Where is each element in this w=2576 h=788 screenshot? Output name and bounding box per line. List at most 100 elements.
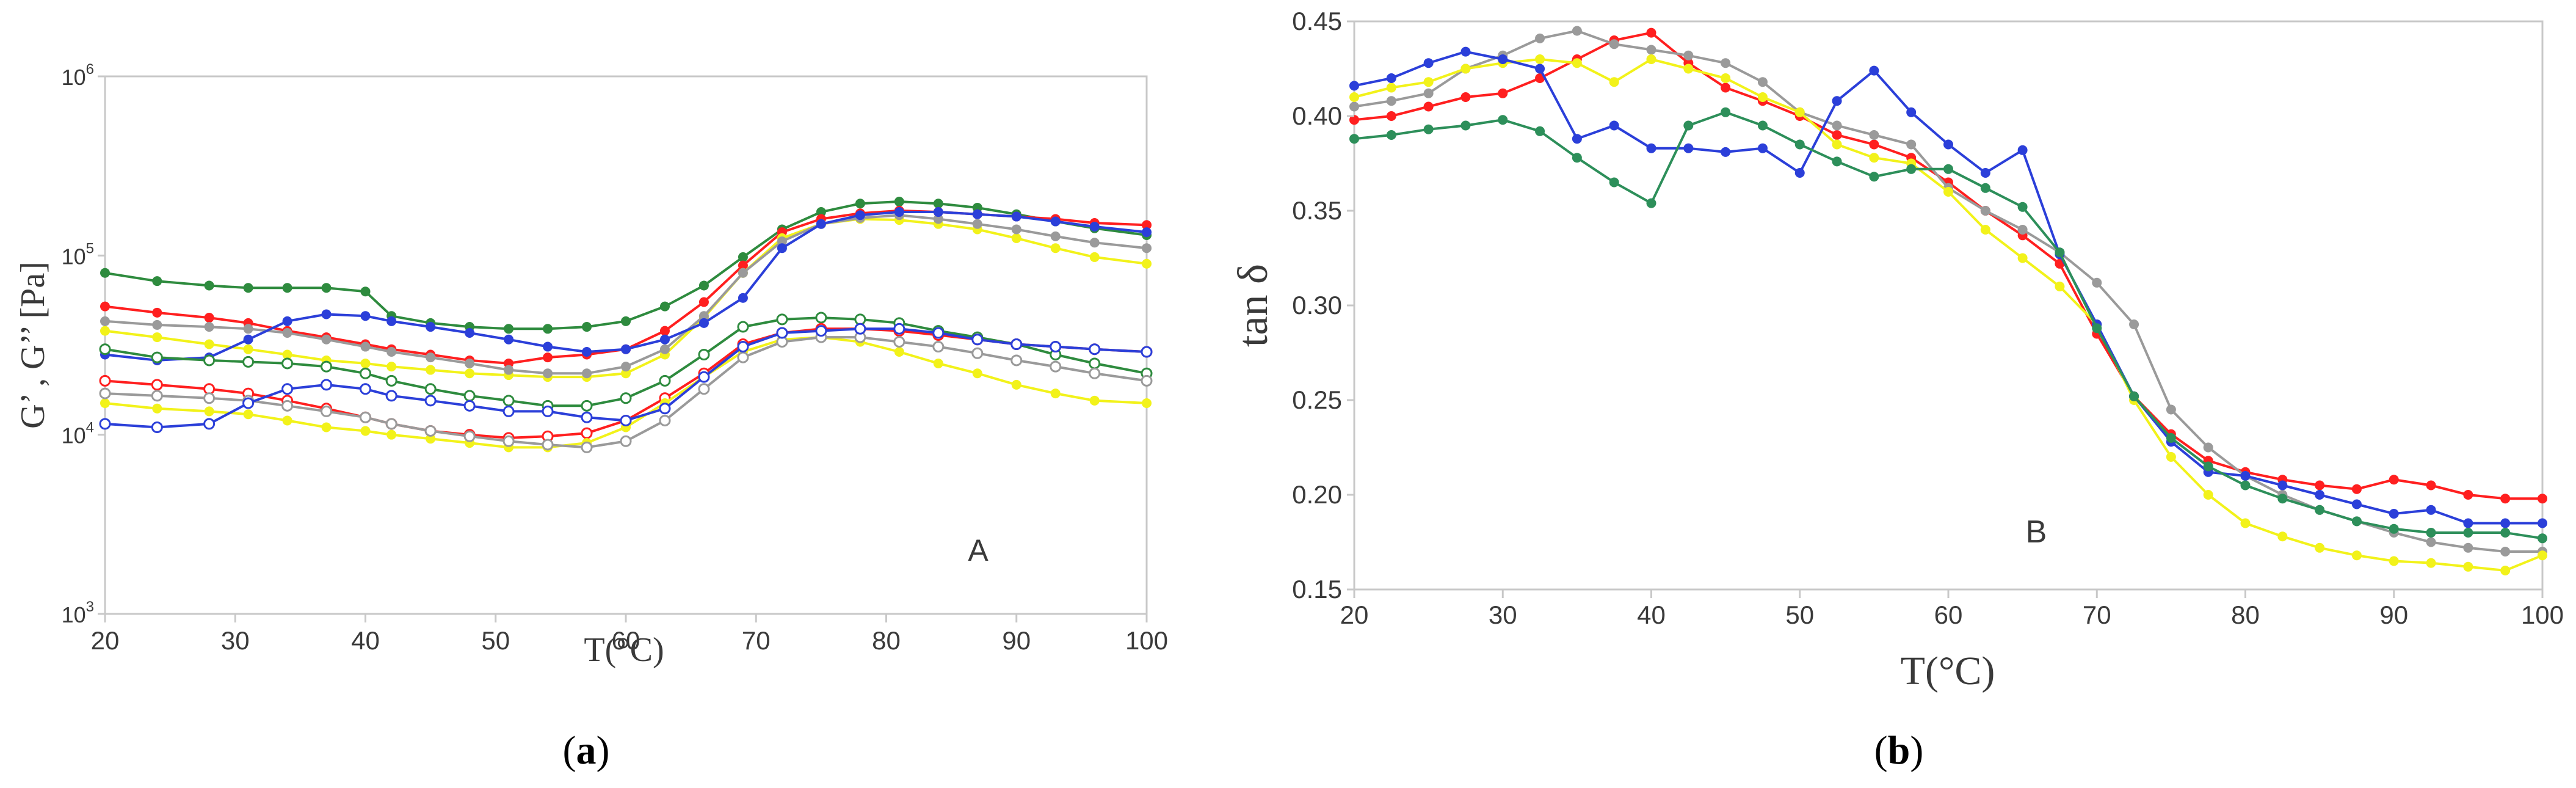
panel-a-data-point — [426, 352, 436, 363]
panel-b-data-point — [2500, 494, 2511, 504]
panel-a-data-point — [738, 260, 748, 271]
panel-a-data-point — [282, 415, 292, 426]
panel-b-data-point — [1646, 54, 1656, 64]
panel-a-data-point — [360, 367, 371, 379]
panel-b-data-point — [2166, 433, 2176, 443]
panel-a-data-point — [1011, 211, 1021, 222]
panel-a-data-point — [738, 268, 748, 278]
panel-a-data-point — [204, 280, 214, 291]
panel-b-data-point — [1386, 82, 1396, 93]
panel-a-data-point — [659, 344, 670, 354]
panel-b-plot-frame — [1353, 20, 2544, 591]
panel-b-x-tick-label: 60 — [1934, 600, 1963, 629]
panel-b-data-point — [1535, 33, 1545, 43]
panel-b-data-point — [1980, 168, 1990, 178]
panel-a-data-point — [698, 318, 709, 328]
panel-b-letter: B — [2026, 514, 2047, 550]
panel-b-series-line — [1354, 50, 2542, 525]
panel-a-data-point — [933, 199, 943, 209]
panel-a-data-point — [698, 297, 709, 307]
panel-a-data-point — [855, 199, 865, 209]
panel-b-data-point — [2389, 556, 2399, 566]
panel-b-data-point — [1646, 27, 1656, 38]
panel-b-y-ticks: 0.15 0.20 0.25 0.30 0.35 0.40 0.45 — [1292, 7, 1354, 604]
panel-b-data-point — [2500, 547, 2511, 556]
panel-b-data-point — [2463, 542, 2473, 553]
panel-a-data-point — [152, 319, 162, 330]
panel-a-data-point — [621, 316, 631, 326]
panel-b-data-point — [2538, 550, 2547, 561]
panel-b-data-point — [2240, 518, 2251, 528]
panel-a-data-point — [385, 418, 397, 430]
panel-b-y-tick-label: 0.30 — [1292, 291, 1342, 319]
panel-a-data-point — [1142, 258, 1152, 269]
panel-a-data-point — [1010, 338, 1023, 350]
panel-b-series-line — [1354, 111, 2543, 540]
panel-b-data-point — [2203, 490, 2213, 500]
panel-a-data-point — [933, 207, 943, 217]
panel-a-data-point — [659, 326, 670, 336]
panel-b-data-point — [1794, 168, 1805, 178]
panel-a-data-point — [1010, 354, 1023, 367]
panel-b-data-point — [2166, 404, 2176, 415]
panel-b-data-point — [1535, 64, 1545, 74]
panel-a-data-point — [581, 441, 593, 453]
panel-b-data-point — [2277, 531, 2288, 542]
panel-a-data-point — [698, 311, 709, 321]
panel-a-x-axis-title: T(°C) — [584, 631, 664, 669]
panel-a-data-point — [152, 332, 162, 343]
panel-b-data-point — [2203, 461, 2213, 472]
panel-b-data-point — [1721, 147, 1731, 157]
panel-a-data-point — [815, 325, 827, 337]
panel-a-data-point — [204, 313, 214, 323]
panel-b-data-point — [1869, 130, 1879, 140]
panel-b-data-point — [1906, 107, 1917, 117]
panel-b-data-point — [1757, 92, 1768, 102]
panel-b-data-point — [1460, 92, 1471, 102]
panel-b-series-line — [1354, 31, 2542, 500]
panel-a-data-point — [242, 397, 255, 409]
panel-a-data-point — [932, 341, 945, 353]
panel-a-data-point — [621, 344, 631, 354]
panel-a-data-point — [386, 347, 397, 357]
panel-a-data-point — [1142, 398, 1152, 409]
panel-a-y-axis-title: G’ , G’’ [Pa] — [14, 261, 52, 429]
panel-a-data-point — [854, 313, 866, 326]
panel-b-data-point — [1906, 164, 1917, 174]
panel-a-data-point — [99, 374, 111, 387]
panel-b-data-point — [1794, 107, 1805, 117]
panel-a-data-point — [659, 374, 671, 387]
panel-a-y-tick-label: 103 — [62, 599, 94, 627]
panel-a-data-point — [204, 339, 214, 349]
panel-a-data-point — [621, 368, 631, 379]
panel-a-data-point — [503, 395, 515, 407]
panel-a-data-point — [542, 405, 554, 417]
panel-b-data-point — [1423, 101, 1434, 112]
panel-b-data-point — [2055, 247, 2065, 258]
panel-a-data-point — [203, 354, 216, 367]
panel-a-data-point — [100, 398, 110, 409]
panel-a-data-point — [465, 327, 475, 338]
panel-b-data-point — [1572, 26, 1582, 36]
panel-a-chart: 20 30 40 50 60 70 80 90 100 103 104 105 106 T(°C) G… — [14, 61, 1168, 773]
panel-b-data-point — [2538, 494, 2547, 504]
panel-a-data-point — [282, 316, 292, 326]
panel-b-data-point — [1460, 64, 1471, 74]
panel-a-data-point — [360, 311, 371, 321]
panel-b-series — [1349, 26, 2547, 575]
panel-b-data-point — [1794, 139, 1805, 150]
panel-b-data-point — [2538, 533, 2547, 544]
panel-a-data-point — [321, 309, 332, 319]
panel-a-data-point — [737, 341, 749, 353]
panel-a-data-point — [100, 316, 110, 326]
panel-a-data-point — [504, 324, 514, 334]
panel-a-data-point — [100, 301, 110, 312]
panel-b-data-point — [2277, 494, 2288, 504]
panel-a-series-line — [104, 200, 1147, 330]
panel-a-data-point — [203, 418, 216, 430]
panel-b-data-point — [2315, 505, 2325, 515]
panel-b-data-point — [1832, 130, 1842, 140]
panel-a-data-point — [737, 351, 749, 363]
panel-b-data-point — [1721, 58, 1731, 68]
panel-a-data-point — [737, 321, 749, 333]
